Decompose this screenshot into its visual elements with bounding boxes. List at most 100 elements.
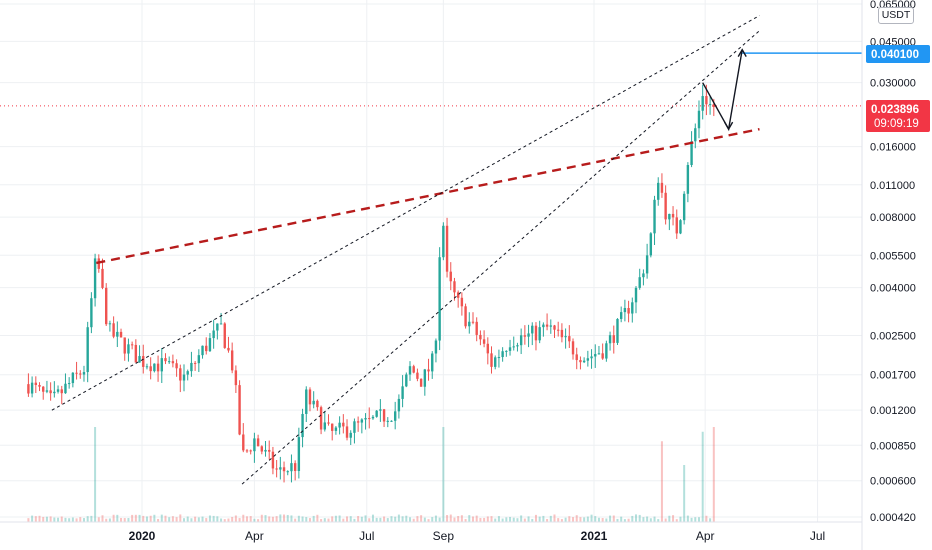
current-price-badge [866, 100, 930, 132]
volume-bar [460, 515, 463, 522]
volume-bar [375, 517, 378, 522]
candle-body [657, 182, 660, 200]
volume-bar [53, 517, 56, 522]
candle-body [701, 96, 704, 111]
volume-bar [449, 514, 452, 522]
candle-body [371, 416, 375, 419]
candle-body [393, 411, 397, 421]
candle-body [468, 321, 471, 327]
projection-arrowhead [737, 48, 747, 58]
volume-bar [494, 518, 497, 522]
candle-body [142, 356, 145, 367]
candle-body [249, 450, 252, 452]
plot-area[interactable] [0, 0, 862, 522]
volume-bar [490, 516, 493, 522]
channel-trendline[interactable] [241, 30, 760, 485]
candle-body [449, 271, 452, 282]
volume-bar [572, 517, 575, 522]
candle-body [490, 353, 493, 367]
volume-bar [546, 519, 549, 522]
candle-body [345, 426, 349, 438]
volume-bar [501, 518, 504, 522]
y-tick-label: 0.008000 [870, 212, 916, 224]
volume-bar [190, 518, 193, 522]
candle-body [60, 389, 63, 394]
candle-body [271, 451, 275, 469]
candle-body [456, 292, 460, 298]
volume-bar [401, 516, 404, 522]
volume-bar [34, 516, 37, 522]
y-tick-label: 0.000850 [870, 440, 916, 452]
candle-body [64, 383, 67, 394]
countdown-label: 09:09:19 [874, 118, 919, 130]
candle-body [45, 390, 49, 392]
volume-bar [542, 515, 545, 522]
volume-bar [305, 517, 308, 522]
candle-body [605, 343, 608, 359]
candle-body [442, 225, 445, 258]
candle-body [282, 467, 286, 472]
volume-bar [497, 516, 500, 522]
volume-bar [216, 516, 219, 522]
volume-bar [509, 516, 512, 522]
volume-bar [679, 516, 682, 522]
candle-body [75, 372, 78, 374]
candle-body [682, 193, 686, 221]
candle-body [186, 371, 189, 375]
volume-bar [327, 518, 330, 522]
volume-bar [635, 514, 638, 522]
volume-bar [264, 515, 267, 522]
volume-bar [134, 514, 137, 522]
candle-body [268, 449, 271, 452]
candle-body [405, 374, 408, 387]
volume-bar [631, 515, 634, 522]
volume-bar [286, 514, 289, 522]
candle-body [575, 354, 578, 361]
candle-body [108, 323, 112, 325]
volume-bar [712, 427, 715, 522]
candle-body [279, 467, 282, 470]
candle-body [712, 104, 716, 108]
x-tick-label: 2021 [581, 529, 608, 543]
currency-badge[interactable]: USDT [878, 7, 914, 24]
candle-body [101, 268, 104, 288]
candle-body [360, 419, 364, 423]
candle-body [538, 327, 541, 341]
volume-bar [516, 518, 519, 522]
candle-body [690, 141, 693, 166]
candle-body [631, 302, 634, 314]
candle-body [438, 257, 441, 341]
candle-body [390, 420, 393, 422]
x-tick-label: Apr [696, 529, 715, 543]
candle-body [523, 335, 527, 337]
candle-body [505, 350, 508, 352]
volume-bar [257, 519, 260, 522]
y-tick-label: 0.000600 [870, 476, 916, 488]
volume-bar [86, 516, 89, 522]
volume-bar [479, 517, 482, 522]
volume-bar [368, 518, 371, 522]
candle-body [382, 409, 386, 422]
candle-body [671, 213, 675, 218]
candle-body [149, 366, 152, 372]
candle-body [216, 323, 219, 331]
volume-bar [242, 514, 245, 522]
y-tick-label: 0.011000 [870, 180, 915, 192]
volume-bar [238, 518, 241, 522]
volume-bar [279, 514, 282, 522]
candle-body [419, 378, 423, 387]
current-price-label: 0.023896 [871, 104, 919, 116]
volume-bar [231, 516, 234, 522]
volume-bar [145, 516, 148, 522]
candle-body [334, 427, 338, 431]
support-trendline[interactable] [96, 127, 760, 265]
candle-body [323, 422, 326, 430]
candle-body [38, 385, 41, 387]
candle-body [238, 385, 241, 435]
volume-bar [164, 515, 167, 522]
candle-body [571, 341, 575, 355]
volume-bar [338, 515, 341, 522]
candle-body [616, 318, 619, 343]
